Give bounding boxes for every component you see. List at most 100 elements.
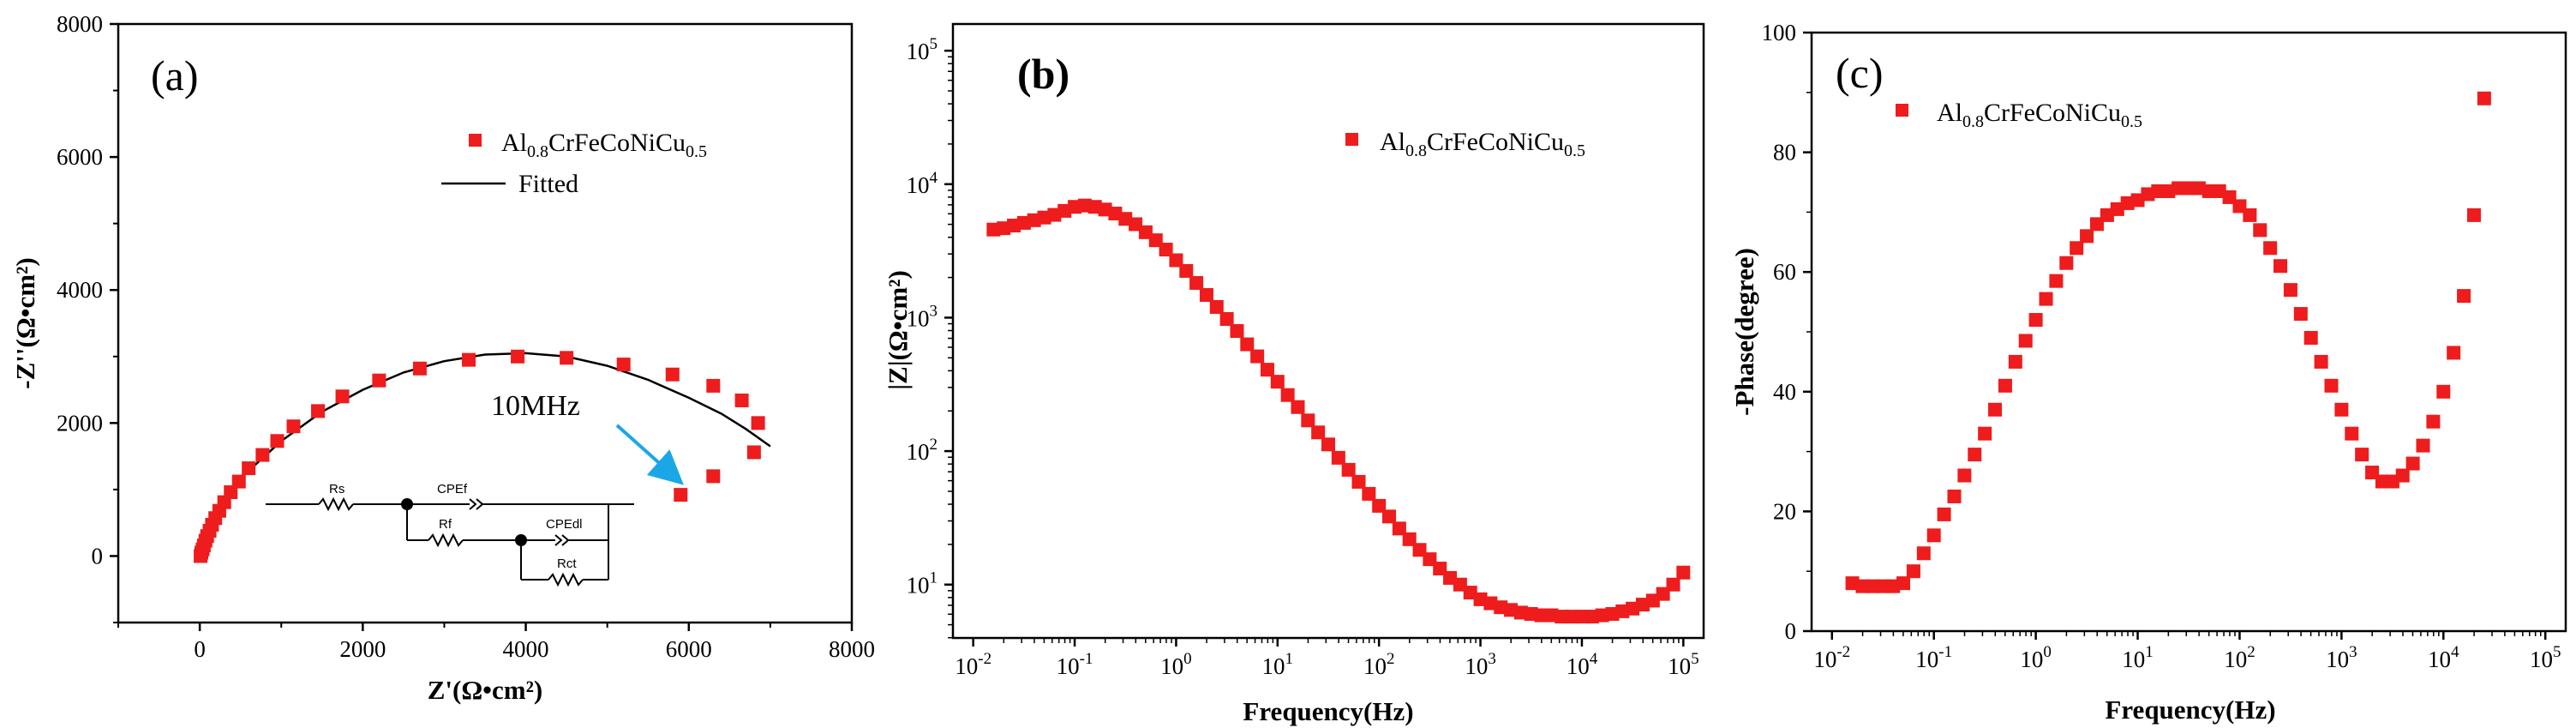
panel-b-point xyxy=(1666,577,1680,592)
panel-b-frame xyxy=(951,22,1705,640)
panel-c-point xyxy=(2293,307,2308,322)
panel-c-ytick-label: 60 xyxy=(1773,259,1796,285)
panel-c-points xyxy=(1845,91,2491,593)
panel-b-point xyxy=(1382,509,1397,524)
panel-c-point xyxy=(2273,259,2288,274)
panel-b-point xyxy=(1280,388,1295,402)
panel-c-point xyxy=(2049,274,2064,288)
panel-c-xtick-label: 105 xyxy=(2530,643,2561,672)
panel-b-point xyxy=(1341,462,1356,477)
panel-c-point xyxy=(1998,378,2012,393)
circuit-label-cpedl: CPEdl xyxy=(546,517,583,532)
panel-b-legend-marker xyxy=(1345,133,1358,146)
panel-c-xlabel: Frequency(Hz) xyxy=(2105,695,2275,725)
panel-b-xtick-label: 100 xyxy=(1160,650,1192,679)
panel-b-ytick-label: 102 xyxy=(907,436,938,465)
panel-c-ytick-label: 0 xyxy=(1785,618,1797,644)
panel-a-tick-labels: 0 2000 4000 6000 8000 0 2000 4000 6000 8000 xyxy=(57,11,875,662)
panel-c-point xyxy=(1947,489,1962,503)
panel-b-point xyxy=(1240,337,1255,352)
panel-c-ytick-label: 40 xyxy=(1773,379,1796,405)
panel-c-xtick-label: 10-2 xyxy=(1813,643,1850,672)
panel-b-xtick-label: 10-2 xyxy=(955,650,991,679)
panel-b-point xyxy=(1372,498,1387,513)
panel-a-point xyxy=(665,367,680,382)
panel-a-point xyxy=(616,358,631,372)
panel-c: 10-2 10-1 100 101 102 103 104 105 0 20 40 60 80 100 (… xyxy=(1729,20,2567,725)
panel-c-point xyxy=(2447,346,2461,360)
panel-a-legend-series-label: Al0.8CrFeCoNiCu0.5 xyxy=(501,129,707,161)
panel-b-point xyxy=(1291,400,1305,414)
panel-b-point xyxy=(1209,299,1224,314)
panel-a-xtick-label: 6000 xyxy=(666,636,712,662)
panel-c-point xyxy=(1988,402,2003,417)
panel-c-point xyxy=(1957,468,1972,483)
panel-b-label: (b) xyxy=(1017,50,1069,98)
panel-b-xtick-label: 105 xyxy=(1668,650,1699,679)
panel-b-xtick-label: 10-1 xyxy=(1057,650,1093,679)
panel-a-ytick-label: 4000 xyxy=(57,277,103,303)
panel-a-fit-curve xyxy=(198,352,771,557)
panel-b-point xyxy=(1331,450,1345,465)
panel-b-point xyxy=(1321,437,1335,452)
panel-b-ytick-label: 101 xyxy=(907,569,938,599)
circuit-node-2 xyxy=(515,534,527,546)
panel-c-point xyxy=(2283,283,2297,298)
panel-b-ytick-label: 104 xyxy=(907,169,938,198)
panel-c-ytick-label: 80 xyxy=(1773,140,1796,165)
panel-a-point xyxy=(751,416,765,430)
circuit-label-rs: Rs xyxy=(329,482,344,496)
panel-b-point xyxy=(1392,521,1406,536)
panel-a: 0 2000 4000 6000 8000 0 2000 4000 6000 8000 (a) Z… xyxy=(10,11,875,705)
panel-b-point xyxy=(1311,425,1326,440)
panel-a-ticks xyxy=(110,22,854,631)
panel-a-point xyxy=(674,488,688,502)
panel-c-point xyxy=(2263,241,2278,256)
panel-b-legend-series-label: Al0.8CrFeCoNiCu0.5 xyxy=(1380,128,1585,160)
panel-c-xtick-label: 104 xyxy=(2428,643,2459,672)
panel-a-point xyxy=(335,389,350,404)
panel-c-point xyxy=(2436,384,2451,399)
panel-c-point xyxy=(2355,448,2369,462)
panel-b-ylabel: |Z|(Ω•cm²) xyxy=(883,270,913,390)
panel-c-point xyxy=(2416,438,2430,453)
panel-a-point xyxy=(270,434,285,448)
panel-a-xtick-label: 8000 xyxy=(829,636,875,662)
panel-b-xtick-label: 101 xyxy=(1262,650,1294,679)
panel-c-tick-labels: 10-2 10-1 100 101 102 103 104 105 0 20 40 60 80 100 xyxy=(1762,20,2561,672)
panel-a-label: (a) xyxy=(151,51,199,99)
panel-c-point xyxy=(1968,448,1982,462)
panel-c-point xyxy=(2008,354,2022,369)
panel-b-ticks xyxy=(944,49,1685,647)
panel-c-point xyxy=(2059,256,2074,270)
panel-c-ticks xyxy=(1803,31,2547,640)
panel-b-point xyxy=(1676,565,1691,580)
panel-c-point xyxy=(2039,292,2053,306)
panel-c-point xyxy=(2477,91,2491,105)
panel-a-frame xyxy=(117,22,854,624)
panel-c-legend-marker xyxy=(1896,104,1908,117)
panel-c-point xyxy=(2018,334,2033,348)
panel-a-point xyxy=(461,352,476,367)
panel-c-point xyxy=(2466,208,2481,222)
panel-a-point xyxy=(224,484,238,499)
panel-b-point xyxy=(1402,532,1417,546)
panel-a-ytick-label: 6000 xyxy=(57,144,103,170)
panel-a-point xyxy=(255,448,270,462)
panel-a-point xyxy=(286,419,301,434)
panel-c-point xyxy=(2303,330,2318,345)
circuit-label-rct: Rct xyxy=(557,557,577,571)
panel-a-ytick-label: 8000 xyxy=(57,11,103,37)
panel-c-xtick-label: 10-1 xyxy=(1915,643,1952,672)
panel-b-point xyxy=(1179,263,1194,278)
panel-c-point xyxy=(1978,426,1992,441)
panel-b-tick-labels: 10-2 10-1 100 101 102 103 104 10510110210310410… xyxy=(907,35,1699,679)
panel-c-point xyxy=(2080,229,2094,244)
panel-c-frame xyxy=(1810,31,2567,633)
panel-a-ytick-label: 0 xyxy=(92,543,104,569)
panel-c-xtick-label: 103 xyxy=(2326,643,2357,672)
panel-b-xtick-label: 102 xyxy=(1363,650,1395,679)
panel-c-ytick-label: 20 xyxy=(1773,498,1796,524)
panel-a-point xyxy=(511,349,525,364)
panel-b-point xyxy=(1230,324,1244,338)
